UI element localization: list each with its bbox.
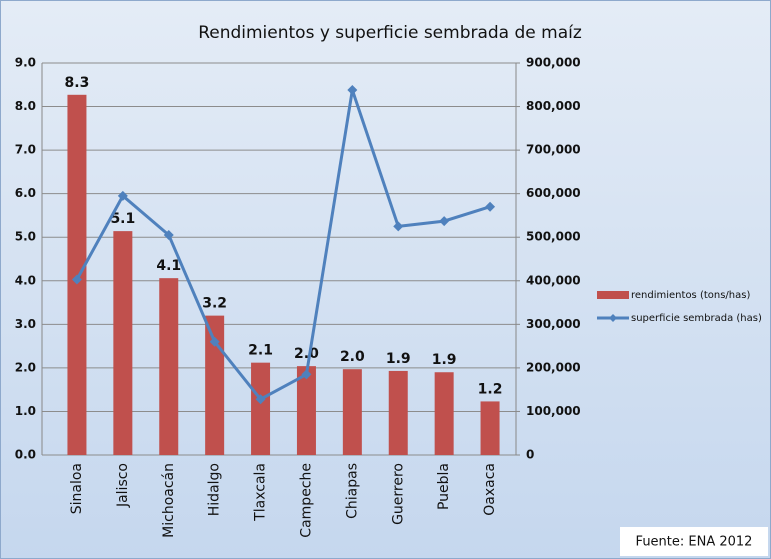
marker xyxy=(439,216,450,227)
x-tick-label: Sinaloa xyxy=(69,463,85,514)
line xyxy=(75,89,491,402)
x-tick-label: Guerrero xyxy=(390,463,406,525)
bar xyxy=(159,278,179,455)
bar xyxy=(113,231,133,455)
y2-tick-label: 0 xyxy=(526,448,534,462)
marker xyxy=(485,201,496,212)
x-tick-label: Puebla xyxy=(436,463,452,510)
y2-tick-label: 600,000 xyxy=(526,186,581,200)
data-label: 2.1 xyxy=(248,343,273,359)
data-label: 1.2 xyxy=(478,381,503,397)
y2-tick-label: 300,000 xyxy=(526,317,581,331)
marker xyxy=(255,394,266,405)
y-tick-label: 7.0 xyxy=(15,143,36,157)
y-tick-label: 1.0 xyxy=(15,404,36,418)
y2-tick-label: 400,000 xyxy=(526,273,581,287)
chart-title: Rendimientos y superficie sembrada de ma… xyxy=(198,23,582,43)
x-tick-label: Oaxaca xyxy=(482,463,498,516)
bar xyxy=(388,370,408,455)
source: Fuente: ENA 2012 xyxy=(636,535,753,550)
y-tick-label: 2.0 xyxy=(15,360,36,374)
marker xyxy=(117,190,128,201)
x-tick-label: Hidalgo xyxy=(207,463,223,516)
marker xyxy=(301,369,312,380)
legend-swatch xyxy=(609,314,617,322)
source-box xyxy=(620,527,768,556)
legend-label: superficie sembrada (has) xyxy=(631,313,762,324)
y2-tick-label: 100,000 xyxy=(526,404,581,418)
bar xyxy=(296,366,316,455)
bar xyxy=(342,369,362,455)
marker xyxy=(393,221,404,232)
bar xyxy=(480,401,500,455)
marker xyxy=(163,230,174,241)
y-tick-label: 0.0 xyxy=(15,448,36,462)
y-tick-label: 5.0 xyxy=(15,230,36,244)
bar xyxy=(251,362,271,455)
x-tick-label: Tlaxcala xyxy=(253,463,269,522)
legend-swatch xyxy=(597,291,629,299)
x-tick-label: Jalisco xyxy=(115,463,131,508)
y-tick-label: 3.0 xyxy=(15,317,36,331)
y2-tick-label: 800,000 xyxy=(526,99,581,113)
y-tick-label: 6.0 xyxy=(15,186,36,200)
marker xyxy=(71,274,82,285)
data-label: 8.3 xyxy=(65,75,90,91)
x-tick-label: Chiapas xyxy=(344,463,360,519)
x-tick-label: Michoacán xyxy=(161,463,177,538)
y2-tick-label: 200,000 xyxy=(526,360,581,374)
marker xyxy=(209,336,220,347)
y2-tick-label: 500,000 xyxy=(526,230,581,244)
data-label: 5.1 xyxy=(110,211,135,227)
y2-tick-label: 700,000 xyxy=(526,143,581,157)
bar xyxy=(205,315,225,455)
marker xyxy=(347,85,358,96)
y-tick-label: 9.0 xyxy=(15,56,36,70)
data-label: 4.1 xyxy=(156,258,181,274)
y-tick-label: 8.0 xyxy=(15,99,36,113)
y2-tick-label: 900,000 xyxy=(526,56,581,70)
data-label: 2.0 xyxy=(294,346,319,362)
legend-label: rendimientos (tons/has) xyxy=(631,290,750,301)
data-label: 1.9 xyxy=(432,352,457,368)
bar xyxy=(434,372,454,455)
data-label: 3.2 xyxy=(202,296,227,312)
y-tick-label: 4.0 xyxy=(15,273,36,287)
data-label: 2.0 xyxy=(340,349,365,365)
x-tick-label: Campeche xyxy=(298,463,314,538)
data-label: 1.9 xyxy=(386,351,411,367)
